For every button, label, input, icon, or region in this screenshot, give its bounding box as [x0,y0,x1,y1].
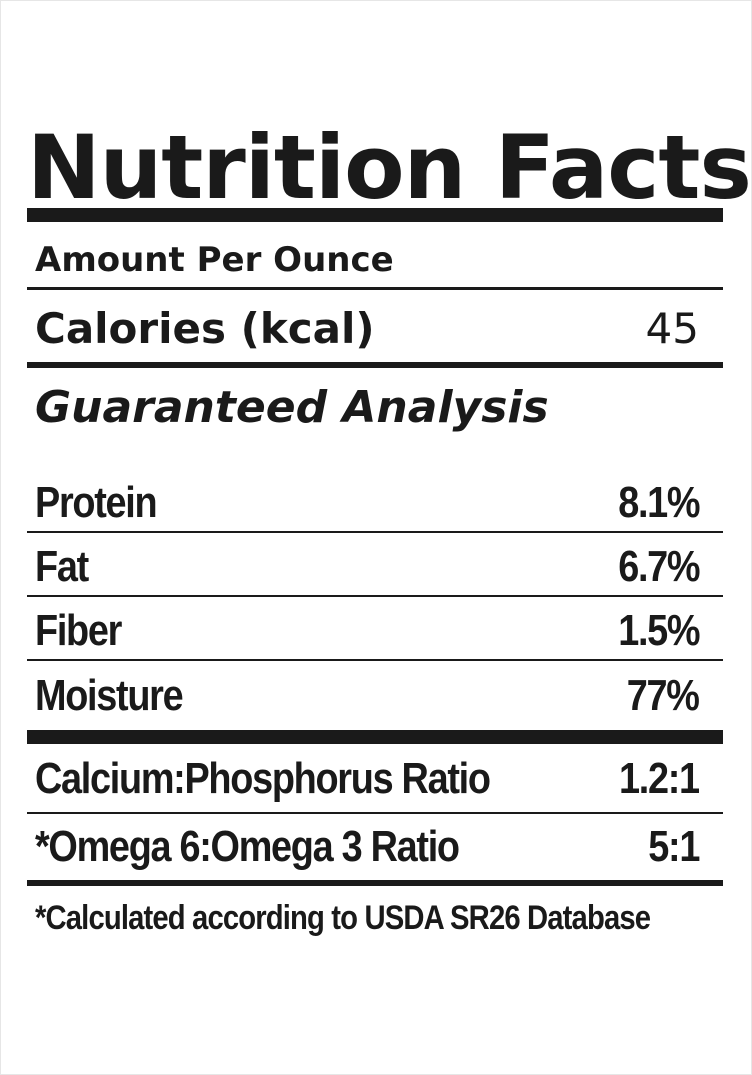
section-heading: Guaranteed Analysis [35,382,549,433]
thick-rule-top [27,208,723,222]
medium-rule [27,362,723,368]
label-title: Nutrition Facts [27,116,752,219]
bottom-rule [27,880,723,886]
nutrient-value-moisture: 77% [627,671,700,720]
nutrient-label-fiber: Fiber [35,606,122,655]
footnote: *Calculated according to USDA SR26 Datab… [35,899,651,937]
nutrient-value-protein: 8.1% [617,478,700,527]
thin-rule [27,287,723,290]
ratio-value-omega: 5:1 [648,822,700,871]
row-divider [27,531,723,533]
nutrient-label-fat: Fat [35,542,89,591]
ratio-label-omega: *Omega 6:Omega 3 Ratio [35,822,460,871]
amount-per-serving: Amount Per Ounce [35,240,394,280]
calories-label: Calories (kcal) [35,304,375,353]
nutrition-facts-label: Nutrition Facts Amount Per Ounce Calorie… [27,0,752,1075]
calories-value: 45 [645,304,699,353]
row-divider [27,812,723,814]
ratio-value-calcium-phosphorus: 1.2:1 [619,754,700,803]
row-divider [27,659,723,661]
thick-rule-middle [27,730,723,744]
ratio-label-calcium-phosphorus: Calcium:Phosphorus Ratio [35,754,491,803]
nutrient-label-protein: Protein [35,478,158,527]
nutrient-value-fiber: 1.5% [617,606,700,655]
nutrient-label-moisture: Moisture [35,671,184,720]
row-divider [27,595,723,597]
nutrient-value-fat: 6.7% [617,542,700,591]
